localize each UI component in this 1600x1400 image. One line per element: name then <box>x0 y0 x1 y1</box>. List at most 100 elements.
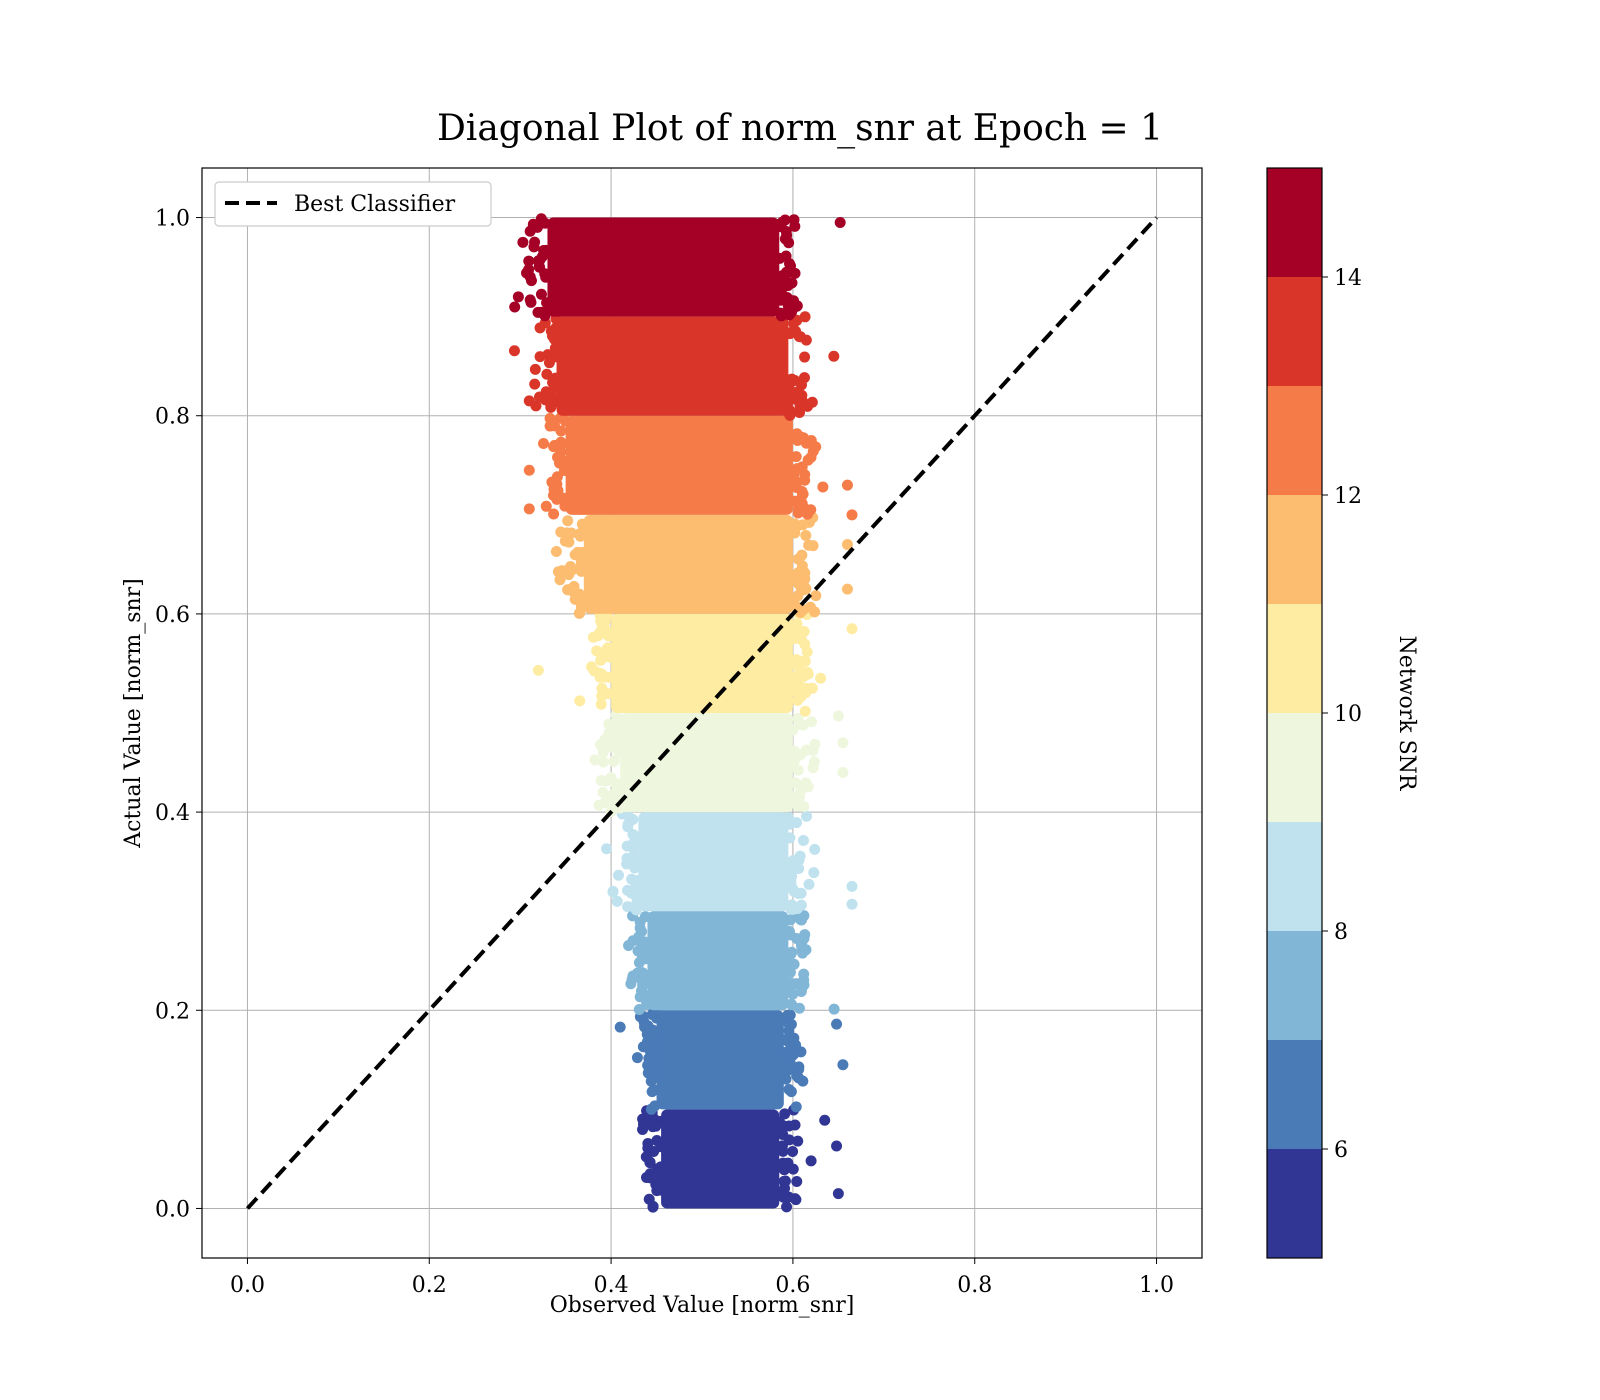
scatter-point <box>799 567 811 579</box>
scatter-point <box>523 255 535 267</box>
y-tick-label: 0.2 <box>155 999 190 1024</box>
scatter-point <box>791 386 803 398</box>
scatter-point <box>782 1064 794 1076</box>
scatter-point <box>555 453 567 465</box>
y-tick-label: 0.8 <box>155 405 190 430</box>
scatter-point <box>595 698 607 710</box>
scatter-point <box>545 325 557 337</box>
scatter-point <box>541 368 553 380</box>
scatter-point <box>780 1056 792 1068</box>
scatter-point <box>538 437 550 449</box>
scatter-point <box>634 916 646 928</box>
scatter-point <box>607 886 619 898</box>
scatter-point <box>576 518 588 530</box>
colorbar-tick-label: 8 <box>1334 920 1348 945</box>
scatter-point <box>529 378 541 390</box>
outlier-point <box>834 217 846 228</box>
scatter-point <box>789 1193 801 1205</box>
scatter-point <box>796 431 808 443</box>
scatter-point <box>792 694 804 706</box>
outlier-point <box>832 710 844 722</box>
scatter-point <box>595 654 607 666</box>
best-classifier-line <box>245 216 1159 1210</box>
scatter-point <box>786 277 798 289</box>
scatter-point <box>654 1184 666 1196</box>
scatter-point <box>608 755 620 767</box>
scatter-point <box>783 408 795 420</box>
scatter-point <box>828 1003 840 1015</box>
scatter-point <box>640 1151 652 1163</box>
scatter-point <box>569 549 581 561</box>
scatter-point <box>535 288 547 300</box>
scatter-point <box>548 508 560 520</box>
scatter-point <box>798 910 810 922</box>
scatter-point <box>779 1034 791 1046</box>
outlier-point <box>614 1021 626 1033</box>
scatter-point <box>563 569 575 581</box>
legend-box <box>214 181 492 227</box>
scatter-point <box>806 716 818 728</box>
scatter-point <box>776 1161 788 1173</box>
scatter-point <box>555 526 567 538</box>
band-core <box>620 713 793 813</box>
scatter-point <box>778 1175 790 1187</box>
band-core <box>611 613 793 713</box>
outlier-point <box>837 1059 849 1071</box>
scatter-point <box>545 401 557 413</box>
scatter-point <box>622 884 634 896</box>
outlier-point <box>828 350 840 362</box>
scatter-point <box>794 495 806 507</box>
scatter-point <box>786 946 798 958</box>
scatter-point <box>795 633 807 645</box>
scatter-point <box>781 1201 793 1213</box>
scatter-point <box>792 1135 804 1147</box>
scatter-point <box>779 214 791 226</box>
scatter-point <box>631 897 643 909</box>
scatter-point <box>796 944 808 956</box>
x-tick-label: 0.6 <box>775 1273 810 1298</box>
scatter-point <box>782 812 794 824</box>
scatter-point <box>529 236 541 248</box>
scatter-point <box>593 667 605 679</box>
scatter-point <box>807 744 819 756</box>
scatter-point <box>627 828 639 840</box>
scatter-point <box>793 331 805 343</box>
scatter-point <box>523 263 535 275</box>
outlier-point <box>846 880 858 892</box>
scatter-point <box>575 596 587 608</box>
outlier-point <box>837 766 849 778</box>
scatter-point <box>807 540 819 552</box>
scatter-point <box>815 672 827 684</box>
colorbar-tick-label: 14 <box>1334 266 1362 291</box>
scatter-point <box>802 508 814 520</box>
scatter-point <box>592 630 604 642</box>
scatter-point <box>562 515 574 527</box>
scatter-point <box>541 297 553 309</box>
scatter-point <box>803 878 815 890</box>
outlier-point <box>837 737 849 749</box>
outlier-point <box>841 479 853 491</box>
scatter-point <box>540 500 552 512</box>
outlier-point <box>601 843 613 855</box>
scatter-point <box>784 977 796 989</box>
scatter-point <box>549 342 561 354</box>
scatter-point <box>639 1019 651 1031</box>
outlier-point <box>846 623 858 635</box>
scatter-point <box>786 306 798 318</box>
scatter-point <box>650 1056 662 1068</box>
scatter-point <box>550 545 562 557</box>
scatter-point <box>543 386 555 398</box>
scatter-point <box>793 854 805 866</box>
outlier-point <box>841 583 853 595</box>
scatter-point <box>596 682 608 694</box>
scatter-point <box>603 647 615 659</box>
scatter-point <box>784 832 796 844</box>
scatter-point <box>790 777 802 789</box>
band-core <box>547 217 780 317</box>
band-core <box>556 316 789 416</box>
snr-band-12-13 <box>538 410 829 520</box>
scatter-point <box>783 1083 795 1095</box>
scatter-point <box>549 375 561 387</box>
outlier-point <box>841 539 853 551</box>
outlier-point <box>523 395 535 407</box>
